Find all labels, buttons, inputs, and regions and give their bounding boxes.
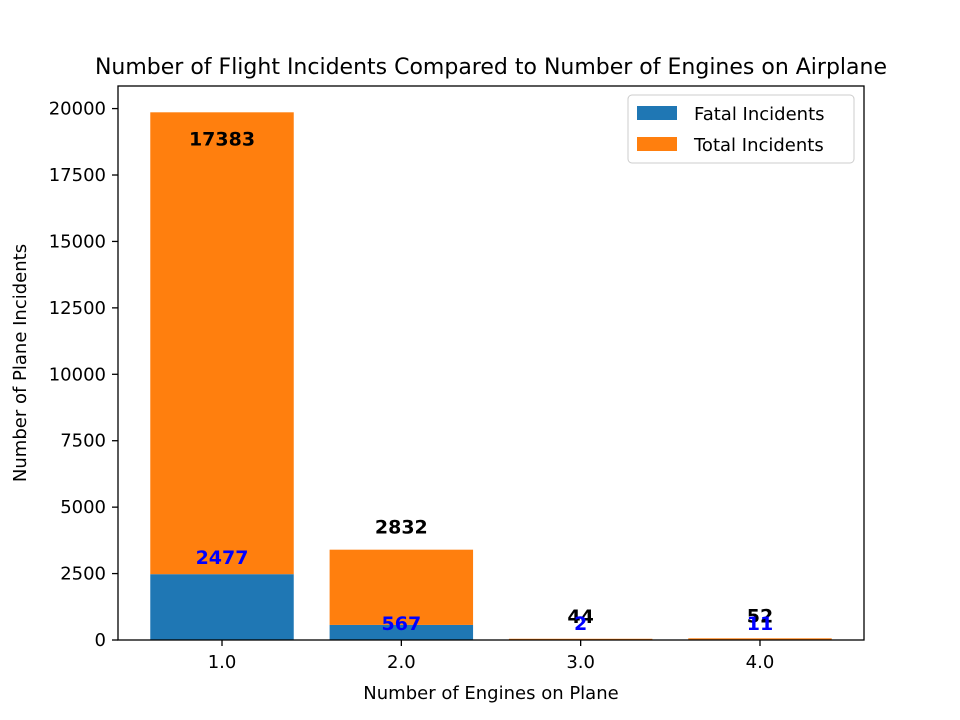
y-tick-label-1: 2500 (60, 564, 106, 585)
legend-swatch-fatal (637, 106, 677, 120)
bar-total-4 (688, 638, 832, 640)
legend-frame (627, 94, 855, 164)
x-tick-label-4: 4.0 (746, 652, 775, 673)
x-axis: 1.0 2.0 3.0 4.0 (208, 640, 775, 673)
y-tick-label-6: 15000 (49, 231, 106, 252)
plot-bars (150, 112, 832, 640)
y-axis: 0 2500 5000 7500 10000 12500 15000 17500 20000 (49, 99, 118, 651)
bar-fatal-2 (329, 624, 474, 640)
bar-total-2 (329, 549, 474, 625)
x-tick-label-2: 2.0 (387, 652, 416, 673)
data-label-total-2: 2832 (375, 517, 428, 539)
data-label-total-1: 17383 (189, 128, 255, 150)
y-tick-label-8: 20000 (49, 99, 106, 120)
data-label-fatal-3: 2 (574, 613, 587, 635)
y-tick-label-4: 10000 (49, 364, 106, 385)
legend-swatch-total (637, 137, 677, 151)
bar-fatal-1 (150, 574, 294, 640)
chart-title: Number of Flight Incidents Compared to N… (95, 55, 887, 80)
x-tick-label-1: 1.0 (208, 652, 237, 673)
bar-total-1 (150, 112, 294, 575)
y-tick-label-3: 7500 (60, 431, 106, 452)
plot-frame (117, 85, 865, 641)
data-label-fatal-4: 11 (747, 613, 773, 635)
data-label-total-4: 52 (747, 605, 773, 627)
y-tick-label-2: 5000 (60, 497, 106, 518)
data-label-fatal-2: 567 (382, 613, 422, 635)
y-tick-label-7: 17500 (49, 165, 106, 186)
legend: Fatal Incidents Total Incidents (627, 94, 855, 164)
legend-label-total: Total Incidents (693, 135, 824, 156)
legend-label-fatal: Fatal Incidents (694, 104, 825, 125)
y-tick-label-5: 12500 (49, 298, 106, 319)
y-tick-label-0: 0 (95, 630, 106, 651)
y-axis-label: Number of Plane Incidents (10, 244, 31, 482)
x-tick-label-3: 3.0 (566, 652, 595, 673)
data-label-fatal-1: 2477 (196, 547, 249, 569)
x-axis-label: Number of Engines on Plane (363, 683, 618, 704)
data-label-total-3: 44 (567, 606, 593, 628)
